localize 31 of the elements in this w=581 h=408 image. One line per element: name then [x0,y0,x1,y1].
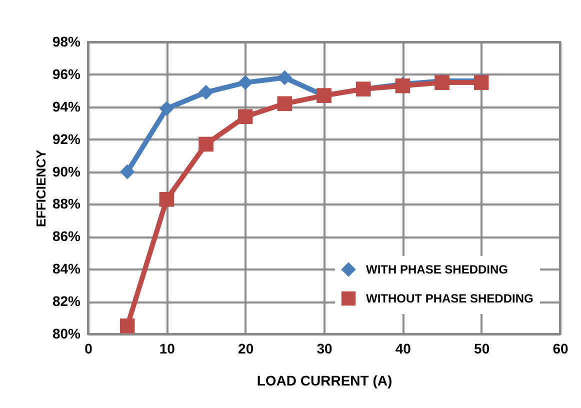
y-tick-label: 98% [52,34,82,50]
x-tick-label: 40 [395,340,412,356]
point [159,101,174,116]
point [120,164,135,180]
legend-label: WITH PHASE SHEDDING [366,262,508,276]
x-tick-label: 10 [159,340,176,356]
x-tick-label: 0 [84,340,93,356]
y-tick-label: 94% [52,98,82,114]
y-axis-title: EFFICIENCY [33,150,48,228]
point [238,109,253,124]
x-tick-label: 30 [316,340,332,356]
y-tick-label: 92% [52,130,82,147]
x-axis-title: LOAD CURRENT (A) [256,372,392,388]
y-tick-label: 82% [52,293,82,310]
point [238,75,253,90]
y-tick-label: 80% [52,326,82,342]
y-tick-label: 90% [52,163,82,180]
point [198,136,214,152]
x-tick-label: 50 [474,340,490,356]
point [198,84,214,100]
x-tick-label: 20 [238,340,254,356]
y-tick-label: 96% [52,66,82,82]
point [277,96,292,112]
y-tick-label: 88% [52,196,82,212]
legend-label: WITHOUT PHASE SHEDDING [366,292,534,306]
x-tick-label: 60 [552,340,568,356]
point [277,70,292,86]
point [120,318,135,334]
point [159,192,174,207]
y-tick-label: 84% [52,260,82,277]
y-tick-label: 86% [52,228,82,244]
